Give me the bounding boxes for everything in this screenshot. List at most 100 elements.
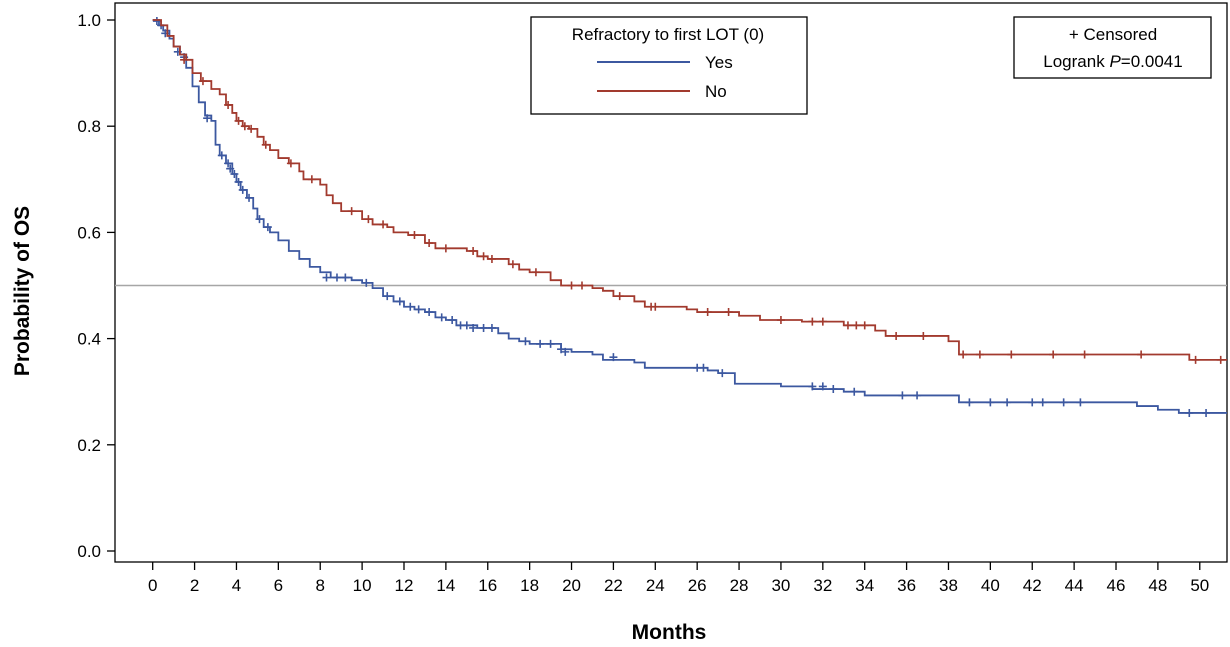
censor-mark-no — [261, 140, 270, 149]
censor-mark-yes — [1038, 398, 1047, 407]
x-tick-label: 12 — [395, 576, 414, 595]
censor-mark-yes — [448, 316, 457, 325]
censor-mark-yes — [255, 215, 264, 224]
y-tick-label: 0.4 — [77, 330, 101, 349]
y-tick-label: 0.8 — [77, 117, 101, 136]
censor-mark-no — [425, 239, 434, 248]
censor-mark-yes — [234, 177, 243, 186]
y-tick-label: 0.2 — [77, 436, 101, 455]
censor-mark-yes — [414, 305, 423, 314]
censor-mark-no — [479, 252, 488, 261]
x-tick-label: 42 — [1023, 576, 1042, 595]
x-tick-label: 44 — [1065, 576, 1084, 595]
x-tick-label: 28 — [730, 576, 749, 595]
censor-mark-no — [487, 254, 496, 263]
censor-mark-no — [959, 350, 968, 359]
x-tick-label: 40 — [981, 576, 1000, 595]
censor-mark-no — [1049, 350, 1058, 359]
censor-mark-yes — [245, 193, 254, 202]
censor-mark-yes — [609, 353, 618, 362]
censor-mark-no — [1007, 350, 1016, 359]
censor-mark-yes — [230, 169, 239, 178]
censor-mark-yes — [1202, 408, 1211, 417]
censor-mark-yes — [521, 337, 530, 346]
censor-mark-yes — [1028, 398, 1037, 407]
x-axis-title: Months — [632, 621, 707, 644]
censor-mark-yes — [383, 292, 392, 301]
legend-frame — [530, 16, 808, 115]
censor-mark-yes — [557, 345, 566, 354]
censor-mark-yes — [362, 278, 371, 287]
logrank-note: Logrank P=0.0041 — [1043, 52, 1182, 71]
annotation-box: + Censored Logrank P=0.0041 — [1013, 16, 1212, 79]
censor-mark-no — [508, 260, 517, 269]
censor-mark-no — [577, 281, 586, 290]
logrank-prefix: Logrank — [1043, 52, 1109, 71]
censored-note: + Censored — [1069, 25, 1157, 44]
censor-mark-no — [307, 175, 316, 184]
censor-mark-no — [410, 231, 419, 240]
legend-label-yes: Yes — [705, 53, 733, 72]
y-tick-label: 0.0 — [77, 542, 101, 561]
censor-mark-yes — [850, 387, 859, 396]
censor-mark-yes — [226, 164, 235, 173]
legend: Refractory to first LOT (0) Yes No — [530, 16, 808, 115]
censor-mark-yes — [469, 323, 478, 332]
annotation-frame — [1013, 16, 1212, 79]
censor-mark-yes — [913, 391, 922, 400]
censor-mark-no — [852, 321, 861, 330]
censor-mark-no — [234, 116, 243, 125]
censor-mark-yes — [395, 297, 404, 306]
y-tick-label: 1.0 — [77, 11, 101, 30]
censor-mark-yes — [829, 385, 838, 394]
logrank-value: =0.0041 — [1121, 52, 1183, 71]
censor-mark-yes — [437, 313, 446, 322]
x-tick-label: 6 — [274, 576, 283, 595]
legend-title: Refractory to first LOT (0) — [572, 25, 764, 44]
x-tick-label: 14 — [436, 576, 455, 595]
censor-mark-no — [224, 100, 233, 109]
censor-mark-yes — [1003, 398, 1012, 407]
x-tick-label: 4 — [232, 576, 241, 595]
censor-mark-yes — [487, 323, 496, 332]
censor-mark-no — [347, 207, 356, 216]
censor-mark-yes — [1185, 408, 1194, 417]
censor-mark-no — [843, 321, 852, 330]
x-tick-label: 46 — [1107, 576, 1126, 595]
censor-mark-no — [1216, 355, 1225, 364]
censor-mark-yes — [898, 391, 907, 400]
x-tick-label: 34 — [855, 576, 874, 595]
x-tick-label: 20 — [562, 576, 581, 595]
censor-mark-yes — [152, 17, 161, 26]
censor-mark-no — [1191, 355, 1200, 364]
censor-mark-yes — [263, 223, 272, 232]
x-tick-label: 8 — [315, 576, 324, 595]
censor-mark-yes — [561, 347, 570, 356]
x-tick-label: 30 — [771, 576, 790, 595]
x-tick-label: 18 — [520, 576, 539, 595]
censor-mark-yes — [818, 382, 827, 391]
x-tick-label: 24 — [646, 576, 665, 595]
censor-mark-yes — [322, 273, 331, 282]
censor-mark-yes — [718, 369, 727, 378]
censor-mark-no — [776, 316, 785, 325]
x-tick-label: 36 — [897, 576, 916, 595]
censor-mark-no — [724, 308, 733, 317]
censor-mark-no — [975, 350, 984, 359]
censor-mark-no — [441, 244, 450, 253]
censor-mark-yes — [224, 159, 233, 168]
x-tick-label: 16 — [478, 576, 497, 595]
x-tick-label: 10 — [353, 576, 372, 595]
censor-mark-no — [919, 331, 928, 340]
censor-mark-no — [240, 122, 249, 131]
censor-mark-no — [180, 55, 189, 64]
censor-mark-yes — [425, 308, 434, 317]
censor-mark-yes — [1059, 398, 1068, 407]
x-tick-label: 22 — [604, 576, 623, 595]
censor-mark-no — [364, 215, 373, 224]
y-axis-title: Probability of OS — [11, 206, 34, 376]
censor-mark-yes — [462, 321, 471, 330]
censor-mark-no — [1080, 350, 1089, 359]
censor-mark-yes — [536, 339, 545, 348]
